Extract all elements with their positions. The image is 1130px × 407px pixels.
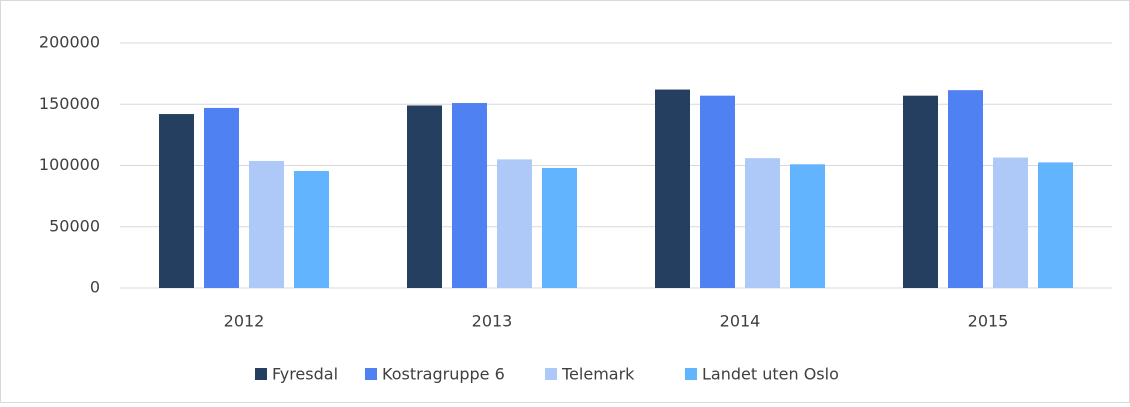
bar (1038, 162, 1073, 288)
bar (249, 160, 284, 288)
bar (948, 90, 983, 288)
legend-label: Fyresdal (272, 365, 338, 384)
legend-label: Kostragruppe 6 (382, 365, 505, 384)
x-tick-label: 2013 (472, 312, 513, 331)
bar (790, 164, 825, 288)
bar (542, 167, 577, 288)
bar (655, 89, 690, 288)
bar (407, 105, 442, 288)
legend-swatch (255, 368, 267, 380)
legend-swatch (685, 368, 697, 380)
y-tick-label: 50000 (49, 216, 100, 235)
legend-label: Landet uten Oslo (702, 365, 839, 384)
legend-swatch (545, 368, 557, 380)
x-tick-label: 2015 (968, 312, 1009, 331)
y-tick-label: 150000 (39, 94, 100, 113)
bar (745, 158, 780, 288)
x-tick-label: 2012 (224, 312, 265, 331)
legend-label: Telemark (561, 365, 635, 384)
y-tick-label: 0 (90, 278, 100, 297)
legend-swatch (365, 368, 377, 380)
bar (903, 95, 938, 288)
bar (700, 95, 735, 288)
y-tick-label: 100000 (39, 155, 100, 174)
bar (159, 114, 194, 288)
y-tick-label: 200000 (39, 33, 100, 52)
bar (452, 103, 487, 289)
bar (204, 107, 239, 288)
x-tick-label: 2014 (720, 312, 761, 331)
bar (294, 171, 329, 288)
bar (993, 157, 1028, 288)
bar (497, 159, 532, 288)
